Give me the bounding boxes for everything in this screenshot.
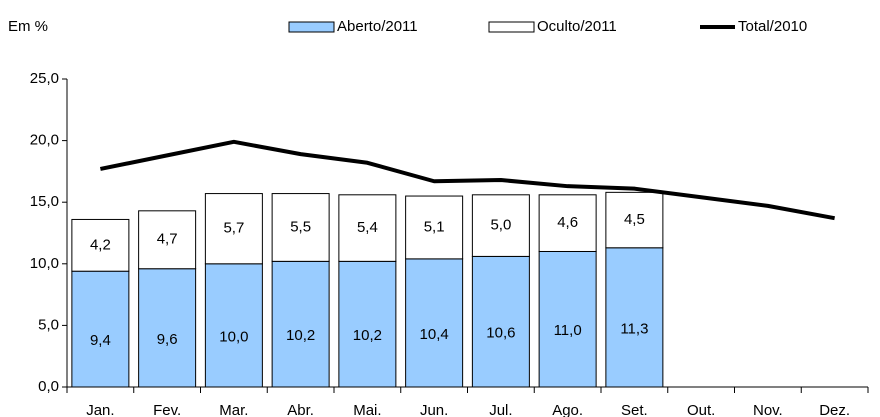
y-tick-label: 0,0 bbox=[38, 378, 59, 395]
value-label: 10,0 bbox=[219, 328, 248, 345]
value-label: 4,6 bbox=[557, 214, 578, 231]
value-label: 11,3 bbox=[620, 320, 648, 337]
x-tick-label: Out. bbox=[687, 402, 715, 417]
bar-segment bbox=[338, 194, 397, 262]
bar-segment bbox=[538, 194, 597, 252]
value-label: 5,1 bbox=[424, 218, 445, 235]
bar-segment bbox=[71, 218, 130, 272]
bar-segment bbox=[138, 210, 197, 270]
bar-segment bbox=[204, 263, 263, 388]
value-label: 5,0 bbox=[490, 217, 511, 234]
value-label: 4,7 bbox=[157, 231, 178, 248]
bar-segment bbox=[271, 193, 330, 262]
x-tick-label: Mai. bbox=[353, 402, 381, 417]
value-label: 10,2 bbox=[286, 327, 315, 344]
x-tick-label: Jul. bbox=[489, 402, 512, 417]
y-tick-label: 15,0 bbox=[30, 193, 59, 210]
legend-label: Oculto/2011 bbox=[537, 18, 617, 35]
value-label: 9,6 bbox=[157, 331, 178, 348]
value-label: 5,5 bbox=[290, 218, 311, 235]
bar-segment bbox=[471, 194, 530, 257]
bar-segment bbox=[605, 191, 664, 249]
legend-swatch bbox=[288, 21, 335, 33]
bar-segment bbox=[471, 255, 530, 388]
line bbox=[99, 139, 835, 221]
y-tick-label: 5,0 bbox=[38, 316, 59, 333]
value-label: 10,4 bbox=[420, 326, 449, 343]
bar-segment bbox=[338, 260, 397, 388]
x-tick-label: Jan. bbox=[86, 402, 114, 417]
bar-segment bbox=[405, 258, 464, 388]
x-tick-label: Jun. bbox=[420, 402, 448, 417]
value-label: 10,2 bbox=[353, 327, 382, 344]
x-tick-label: Ago. bbox=[552, 402, 583, 417]
x-tick-label: Nov. bbox=[753, 402, 783, 417]
value-label: 11,0 bbox=[554, 322, 582, 339]
value-label: 10,6 bbox=[486, 325, 515, 342]
x-tick-label: Dez. bbox=[819, 402, 850, 417]
bar-segment bbox=[71, 270, 130, 388]
x-tick-label: Abr. bbox=[287, 402, 314, 417]
value-label: 4,2 bbox=[90, 236, 111, 253]
bar-segment bbox=[538, 250, 597, 388]
legend-swatch bbox=[488, 21, 535, 33]
y-axis-label: Em % bbox=[8, 18, 48, 35]
y-tick-label: 20,0 bbox=[30, 132, 59, 149]
y-tick-label: 10,0 bbox=[30, 255, 59, 272]
bar-segment bbox=[405, 195, 464, 260]
bar-segment bbox=[271, 260, 330, 388]
legend-label: Total/2010 bbox=[738, 18, 807, 35]
value-label: 9,4 bbox=[90, 332, 111, 349]
x-tick-label: Fev. bbox=[153, 402, 181, 417]
value-label: 5,4 bbox=[357, 219, 378, 236]
x-tick-label: Set. bbox=[621, 402, 648, 417]
bar-segment bbox=[605, 247, 664, 388]
value-label: 5,7 bbox=[223, 220, 244, 237]
value-label: 4,5 bbox=[624, 211, 645, 228]
y-tick-label: 25,0 bbox=[30, 70, 59, 87]
x-tick-label: Mar. bbox=[219, 402, 248, 417]
bar-segment bbox=[204, 193, 263, 265]
legend-label: Aberto/2011 bbox=[337, 18, 418, 35]
bar-segment bbox=[138, 268, 197, 388]
